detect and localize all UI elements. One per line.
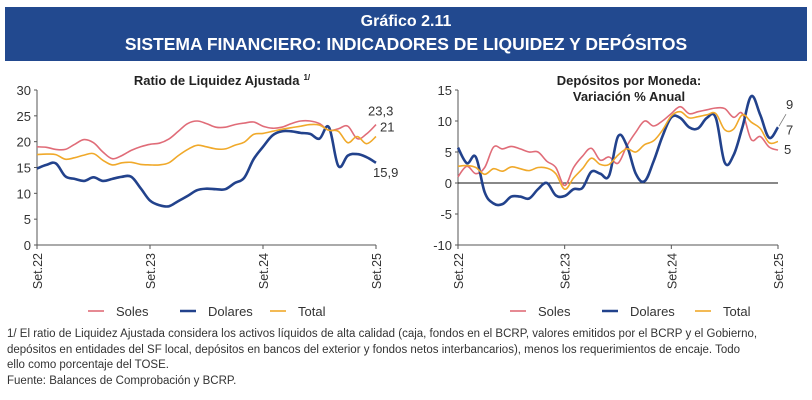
end-label-dolares: 15,9 bbox=[373, 165, 398, 180]
series-line-total bbox=[457, 110, 779, 190]
x-tick-label: Set.22 bbox=[31, 253, 45, 289]
footnote-line: ello como porcentaje del TOSE. bbox=[7, 359, 169, 371]
deposits-by-currency-chart: Depósitos por Moneda: Variación % Anual … bbox=[433, 73, 793, 319]
source-line: Fuente: Balances de Comprobación y BCRP. bbox=[7, 374, 237, 387]
y-tick-label: 15 bbox=[17, 161, 31, 176]
y-tick-label: 0 bbox=[24, 238, 31, 253]
x-tick-label: Set.23 bbox=[559, 253, 573, 289]
footnote-line: 1/ El ratio de Liquidez Ajustada conside… bbox=[7, 328, 758, 340]
y-tick-label: 20 bbox=[17, 135, 31, 150]
end-label-soles: 5 bbox=[784, 142, 791, 157]
y-tick-label: 25 bbox=[17, 109, 31, 124]
y-tick-label: 10 bbox=[17, 186, 31, 201]
legend-label-dolares: Dolares bbox=[630, 304, 675, 319]
chart-title: Ratio de Liquidez Ajustada 1/ bbox=[134, 73, 311, 88]
y-tick-label: 5 bbox=[445, 145, 452, 160]
series-line-dolares bbox=[36, 124, 377, 208]
series-line-dolares bbox=[456, 94, 780, 207]
figure-number: Gráfico 2.11 bbox=[360, 13, 452, 30]
x-tick-label: Set.22 bbox=[452, 253, 466, 289]
figure-header: Gráfico 2.11 SISTEMA FINANCIERO: INDICAD… bbox=[5, 7, 807, 61]
legend-label-soles: Soles bbox=[116, 304, 149, 319]
chart-subtitle: Variación % Anual bbox=[573, 89, 685, 104]
end-label-leader bbox=[778, 113, 787, 127]
series-line-soles bbox=[36, 119, 377, 160]
end-label-total: 7 bbox=[786, 122, 793, 137]
y-tick-label: -5 bbox=[440, 207, 452, 222]
end-label-total: 21 bbox=[380, 120, 394, 135]
end-label-dolares: 9 bbox=[786, 97, 793, 112]
y-tick-label: 30 bbox=[17, 83, 31, 98]
y-tick-label: -10 bbox=[433, 238, 452, 253]
series-line-total bbox=[36, 123, 377, 166]
y-tick-label: 0 bbox=[445, 176, 452, 191]
figure-title: SISTEMA FINANCIERO: INDICADORES DE LIQUI… bbox=[124, 34, 688, 54]
footnote-line: depósitos en entidades del SF local, dep… bbox=[7, 343, 741, 356]
legend-label-total: Total bbox=[723, 304, 751, 319]
end-label-soles: 23,3 bbox=[368, 104, 393, 119]
x-tick-label: Set.24 bbox=[257, 253, 271, 289]
x-tick-label: Set.25 bbox=[772, 253, 786, 289]
x-tick-label: Set.23 bbox=[144, 253, 158, 289]
legend-label-total: Total bbox=[298, 304, 326, 319]
y-tick-label: 5 bbox=[24, 212, 31, 227]
liquidity-ratio-chart: Ratio de Liquidez Ajustada 1/ 0 5 10 15 20 25 3… bbox=[17, 73, 399, 319]
y-tick-label: 10 bbox=[438, 114, 452, 129]
chart-title: Depósitos por Moneda: bbox=[557, 73, 701, 88]
x-tick-label: Set.25 bbox=[370, 253, 384, 289]
chart-title-text: Ratio de Liquidez Ajustada bbox=[134, 73, 300, 88]
series-line-soles bbox=[457, 105, 779, 187]
legend-label-soles: Soles bbox=[538, 304, 571, 319]
x-tick-label: Set.24 bbox=[665, 253, 679, 289]
y-tick-label: 15 bbox=[438, 83, 452, 98]
footnote: 1/ El ratio de Liquidez Ajustada conside… bbox=[7, 327, 807, 389]
legend-label-dolares: Dolares bbox=[208, 304, 253, 319]
chart-title-footnote: 1/ bbox=[303, 73, 310, 82]
